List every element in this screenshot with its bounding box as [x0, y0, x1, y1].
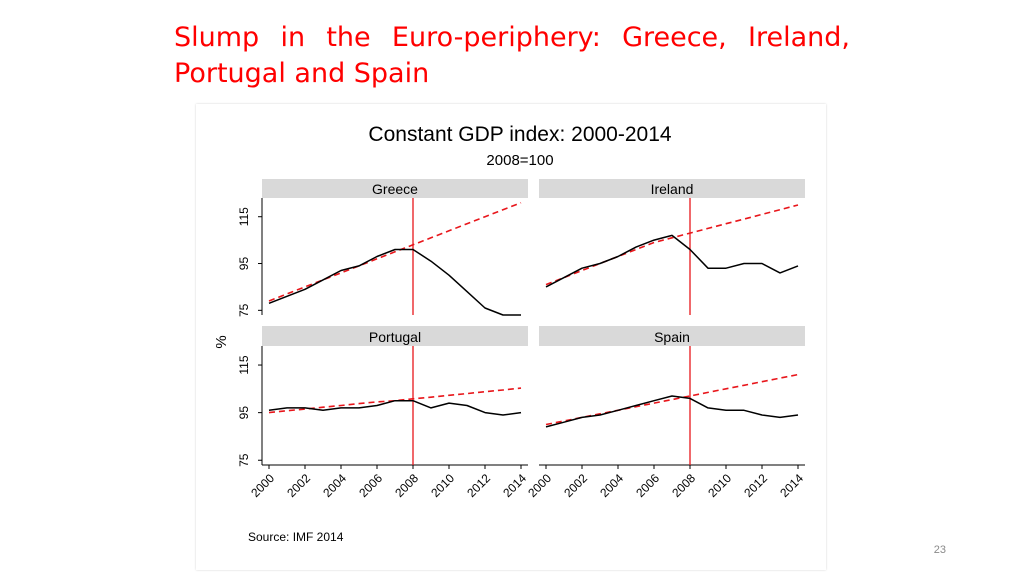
panel-header-spain	[539, 326, 805, 346]
chart-title: Constant GDP index: 2000-2014	[368, 123, 671, 146]
x-tick-label: 2004	[320, 471, 349, 500]
actual-gdp-line-portugal	[268, 399, 522, 416]
actual-gdp-line-spain	[545, 395, 799, 428]
x-tick-label: 2000	[525, 471, 554, 500]
panel-title: Portugal	[369, 329, 421, 345]
x-tick-label: 2006	[633, 471, 662, 500]
panel-title: Ireland	[651, 181, 694, 197]
trend-line-greece	[268, 201, 522, 302]
x-tick-label: 2008	[669, 471, 698, 500]
panel-header-greece	[262, 179, 528, 198]
y-tick-label: 95	[237, 257, 251, 271]
chart-figure: Constant GDP index: 2000-2014 2008=100% So…	[196, 104, 826, 570]
trend-line-ireland	[545, 204, 799, 286]
x-tick-label: 2004	[597, 471, 626, 500]
slide-number: 23	[933, 544, 946, 556]
y-tick-label: 115	[237, 355, 251, 374]
panel-header-portugal	[262, 326, 528, 346]
x-tick-label: 2002	[284, 471, 313, 500]
x-tick-label: 2014	[777, 471, 806, 500]
source-note: Source: IMF 2014	[248, 530, 344, 544]
slide-title: Slump in the Euro-periphery: Greece, Ire…	[174, 22, 850, 89]
actual-gdp-line-ireland	[545, 234, 799, 288]
x-tick-label: 2006	[356, 471, 385, 500]
chart-subtitle: 2008=100	[486, 152, 553, 169]
panel-header-ireland	[539, 179, 805, 198]
actual-gdp-line-greece	[268, 248, 521, 316]
x-tick-label: 2010	[428, 471, 457, 500]
x-tick-label: 2012	[464, 471, 493, 500]
y-tick-label: 95	[237, 406, 251, 420]
x-tick-label: 2010	[705, 471, 734, 500]
y-tick-label: 75	[237, 303, 251, 317]
x-tick-label: 2002	[561, 471, 590, 500]
y-axis-label: %	[213, 335, 230, 348]
y-tick-label: 75	[237, 453, 251, 467]
x-tick-label: 2014	[500, 471, 529, 500]
x-tick-label: 2008	[392, 471, 421, 500]
y-tick-label: 115	[237, 207, 251, 226]
gdp-chart: Constant GDP index: 2000-2014 2008=100% So…	[213, 123, 806, 544]
x-tick-label: 2000	[248, 471, 277, 500]
panel-title: Spain	[654, 329, 690, 345]
panel-title: Greece	[372, 181, 418, 197]
x-tick-label: 2012	[741, 471, 770, 500]
